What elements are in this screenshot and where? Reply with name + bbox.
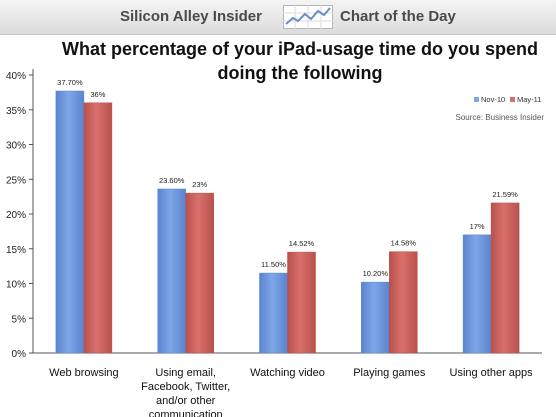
category-label: Web browsing (49, 367, 119, 379)
bar-may-11 (490, 202, 520, 354)
data-label: 23.60% (159, 176, 185, 185)
y-tick-label: 30% (6, 141, 26, 152)
data-label: 17% (470, 222, 485, 231)
y-tick-label: 40% (6, 71, 26, 82)
legend: Nov-10 May-11 Source: Business Insider (456, 95, 545, 122)
category-label: Playing games (353, 367, 426, 379)
y-tick-label: 10% (6, 280, 26, 291)
bar-may-11 (185, 192, 214, 354)
category-label: Using other apps (450, 367, 534, 379)
brand-name: Silicon Alley Insider (120, 8, 262, 25)
bar-nov-10 (462, 234, 492, 354)
bar-may-11 (287, 251, 316, 354)
bar-nov-10 (55, 90, 85, 354)
brand-subtitle: Chart of the Day (340, 8, 456, 25)
data-label: 21.59% (492, 190, 518, 199)
trend-line-icon (283, 5, 333, 29)
chart-title-line: What percentage of your iPad-usage time … (62, 39, 538, 59)
category-labels: Web browsing Using email, Facebook, Twitte… (49, 367, 533, 417)
y-tick-label: 25% (6, 175, 26, 186)
y-tick-label: 0% (12, 349, 27, 360)
y-tick-label: 35% (6, 106, 26, 117)
data-label: 14.58% (391, 239, 417, 248)
data-label: 10.20% (363, 269, 389, 278)
bar-may-11 (83, 102, 113, 354)
data-label: 23% (192, 180, 207, 189)
y-tick-label: 15% (6, 245, 26, 256)
bar-nov-10 (259, 272, 288, 354)
legend-label: Nov-10 (481, 95, 505, 104)
data-label: 36% (90, 90, 105, 99)
category-label: Facebook, Twitter, (141, 381, 230, 393)
bar-nov-10 (361, 281, 390, 354)
y-tick-label: 5% (12, 314, 27, 325)
category-label: and/or other (156, 395, 216, 407)
bar-may-11 (389, 251, 418, 354)
category-label: Using email, (155, 367, 216, 379)
chart-title: What percentage of your iPad-usage time … (62, 39, 538, 83)
bar-nov-10 (157, 188, 186, 354)
legend-swatch (474, 97, 479, 102)
category-label: communication (149, 409, 223, 417)
chart-title-line: doing the following (218, 63, 383, 83)
bars (55, 90, 520, 354)
header-banner: Silicon Alley Insider Chart of the Day (0, 0, 556, 35)
data-labels: 37.70% 36% 23.60% 23% 11.50% 14.52% 10.20% 14.5… (57, 78, 518, 278)
data-label: 11.50% (261, 260, 286, 269)
data-label: 37.70% (57, 78, 83, 87)
y-tick-label: 20% (6, 210, 26, 221)
legend-label: May-11 (517, 95, 541, 104)
chart-source: Source: Business Insider (456, 113, 545, 122)
category-label: Watching video (250, 367, 325, 379)
legend-swatch (510, 97, 515, 102)
data-label: 14.52% (289, 239, 315, 248)
